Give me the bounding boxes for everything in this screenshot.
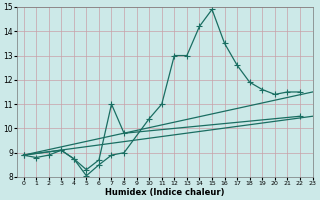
X-axis label: Humidex (Indice chaleur): Humidex (Indice chaleur)	[105, 188, 225, 197]
